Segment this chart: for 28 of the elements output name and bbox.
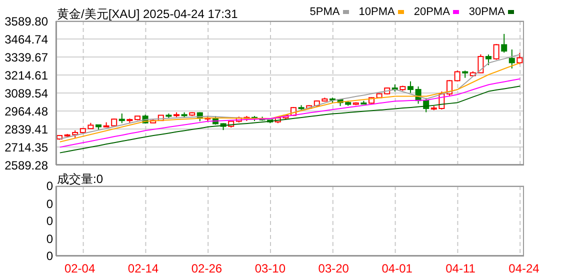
category-label: 02-26	[191, 262, 222, 276]
y-tick-label: 2839.41	[4, 122, 48, 136]
chart-title: 黄金/美元[XAU] 2025-04-24 17:31	[57, 6, 238, 23]
text: 0	[46, 196, 53, 212]
y-tick-label: 3214.61	[4, 68, 48, 82]
text: 0	[46, 178, 53, 194]
category-label: 03-10	[254, 262, 286, 276]
text: 0	[46, 230, 53, 246]
text: 0	[46, 213, 53, 229]
y-tick-label: 3464.74	[4, 32, 48, 46]
category-label: 04-01	[382, 262, 413, 276]
legend-label: 30PMA	[468, 6, 505, 18]
y-tick-label: 2714.35	[4, 140, 48, 154]
text: 成交量:0	[57, 171, 104, 188]
y-tick-label: 3089.54	[4, 86, 48, 100]
category-label: 04-24	[508, 262, 540, 276]
category-label: 02-04	[64, 262, 96, 276]
category-label: 03-20	[318, 262, 350, 276]
legend-label: 20PMA	[414, 6, 450, 18]
y-tick-label: 3339.67	[4, 50, 48, 64]
text: 0	[46, 248, 53, 264]
y-tick-label: 3589.80	[4, 14, 48, 28]
legend-label: 5PMA	[310, 6, 340, 18]
y-tick-label: 2964.48	[4, 104, 48, 118]
category-label: 02-14	[128, 262, 159, 276]
legend-label: 10PMA	[358, 6, 395, 18]
category-label: 04-11	[446, 262, 476, 276]
y-tick-label: 2589.28	[4, 158, 48, 172]
